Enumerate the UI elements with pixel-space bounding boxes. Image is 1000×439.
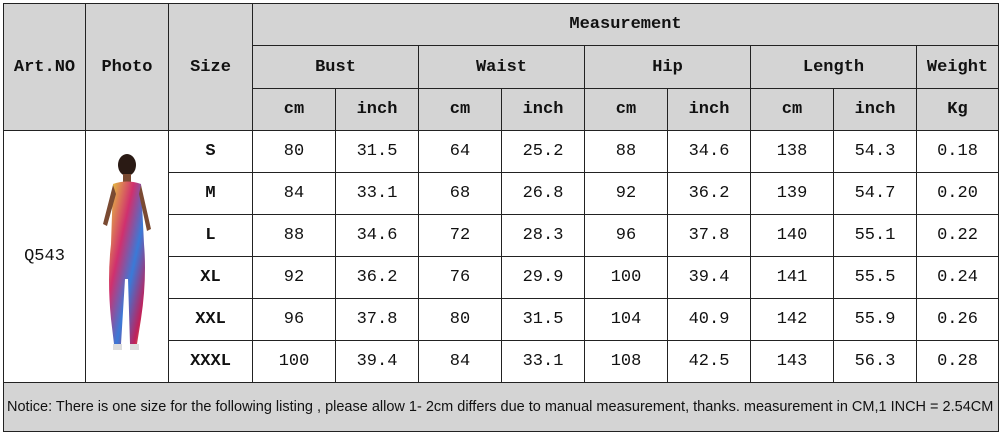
- size-label: XXXL: [168, 340, 253, 383]
- measurement-value: 140: [750, 214, 834, 257]
- measurement-value: 142: [750, 298, 834, 341]
- measurement-value: 29.9: [501, 256, 585, 299]
- measurement-value: 84: [252, 172, 336, 215]
- measurement-value: 108: [584, 340, 668, 383]
- unit-header: inch: [501, 88, 585, 131]
- measurement-value: 36.2: [335, 256, 419, 299]
- product-photo: [103, 153, 151, 350]
- unit-header: cm: [584, 88, 668, 131]
- size-label: XL: [168, 256, 253, 299]
- unit-header: cm: [252, 88, 336, 131]
- measurement-value: 76: [418, 256, 502, 299]
- measurement-value: 31.5: [335, 130, 419, 173]
- measurement-value: 92: [252, 256, 336, 299]
- measurement-value: 26.8: [501, 172, 585, 215]
- header-row: Art.NO Photo Size Measurement: [3, 3, 1000, 131]
- size-label: L: [168, 214, 253, 257]
- measurement-header: Measurement: [251, 3, 1000, 46]
- measurement-value: 64: [418, 130, 502, 173]
- measurement-value: 96: [252, 298, 336, 341]
- photo-header: Photo: [85, 3, 169, 131]
- measurement-value: 40.9: [667, 298, 751, 341]
- measurement-value: 100: [252, 340, 336, 383]
- measurement-value: 92: [584, 172, 668, 215]
- measurement-value: 88: [584, 130, 668, 173]
- measurement-value: 139: [750, 172, 834, 215]
- unit-row: cm inch cm inch cm inch cm inch Kg: [4, 88, 1000, 131]
- group-header: Length: [750, 45, 917, 89]
- unit-header: inch: [833, 88, 917, 131]
- measurement-value: 72: [418, 214, 502, 257]
- measurement-value: 54.7: [833, 172, 917, 215]
- measurement-value: 36.2: [667, 172, 751, 215]
- measurement-value: 80: [252, 130, 336, 173]
- art-no-header: Art.NO: [3, 3, 86, 131]
- measurement-value: 0.28: [915, 340, 1000, 383]
- size-label: M: [168, 172, 253, 215]
- size-header: Size: [168, 3, 253, 131]
- measurement-value: 0.18: [915, 130, 1000, 173]
- size-chart: Art.NO Photo Size Measurement Bust Waist H…: [2, 3, 1000, 432]
- group-header: Waist: [418, 45, 585, 89]
- measurement-value: 56.3: [833, 340, 917, 383]
- measurement-value: 0.22: [915, 214, 1000, 257]
- measurement-value: 34.6: [667, 130, 751, 173]
- measurement-value: 138: [750, 130, 834, 173]
- unit-header: cm: [418, 88, 502, 131]
- measurement-value: 100: [584, 256, 668, 299]
- measurement-value: 96: [584, 214, 668, 257]
- measurement-value: 141: [750, 256, 834, 299]
- measurement-value: 28.3: [501, 214, 585, 257]
- article-number: Q543: [3, 130, 86, 383]
- measurement-value: 37.8: [335, 298, 419, 341]
- measurement-value: 143: [750, 340, 834, 383]
- size-row: XL 92 36.2 76 29.9 100 39.4 141 55.5 0.24: [4, 256, 1000, 299]
- group-header: Bust: [252, 45, 419, 89]
- group-header: Hip: [584, 45, 751, 89]
- measurement-value: 55.1: [833, 214, 917, 257]
- measurement-value: 54.3: [833, 130, 917, 173]
- unit-header: Kg: [915, 88, 1000, 131]
- measurement-value: 37.8: [667, 214, 751, 257]
- measurement-value: 104: [584, 298, 668, 341]
- group-row: Bust Waist Hip Length Weight: [4, 45, 1000, 89]
- measurement-value: 0.20: [915, 172, 1000, 215]
- measurement-value: 33.1: [501, 340, 585, 383]
- measurement-value: 33.1: [335, 172, 419, 215]
- measurement-value: 25.2: [501, 130, 585, 173]
- measurement-value: 0.24: [915, 256, 1000, 299]
- size-row: XXXL 100 39.4 84 33.1 108 42.5 143 56.3 0.28: [4, 340, 1000, 383]
- unit-header: cm: [750, 88, 834, 131]
- size-label: XXL: [168, 298, 253, 341]
- measurement-value: 34.6: [335, 214, 419, 257]
- unit-header: inch: [335, 88, 419, 131]
- group-header: Weight: [915, 45, 1000, 89]
- measurement-value: 84: [418, 340, 502, 383]
- measurement-value: 0.26: [915, 298, 1000, 341]
- measurement-value: 42.5: [667, 340, 751, 383]
- table-body: Q543 S 80 31.5 64 25.2 88 34.6 138 54.3 0.18 M 84 33.…: [3, 130, 1000, 383]
- size-row: XXL 96 37.8 80 31.5 104 40.9 142 55.9 0.26: [4, 298, 1000, 341]
- photo: [85, 130, 169, 383]
- measurement-value: 88: [252, 214, 336, 257]
- measurement-value: 31.5: [501, 298, 585, 341]
- measurement-value: 80: [418, 298, 502, 341]
- measurement-value: 55.5: [833, 256, 917, 299]
- measurement-value: 55.9: [833, 298, 917, 341]
- notice: Notice: There is one size for the follow…: [2, 382, 1000, 432]
- size-row: Q543 S 80 31.5 64 25.2 88 34.6 138 54.3 0.18: [3, 130, 1000, 383]
- measurement-value: 39.4: [667, 256, 751, 299]
- unit-header: inch: [667, 88, 751, 131]
- size-label: S: [168, 130, 253, 173]
- measurement-value: 39.4: [335, 340, 419, 383]
- notice-row: Notice: There is one size for the follow…: [2, 382, 1000, 432]
- size-row: M 84 33.1 68 26.8 92 36.2 139 54.7 0.20: [4, 172, 1000, 215]
- measurement-value: 68: [418, 172, 502, 215]
